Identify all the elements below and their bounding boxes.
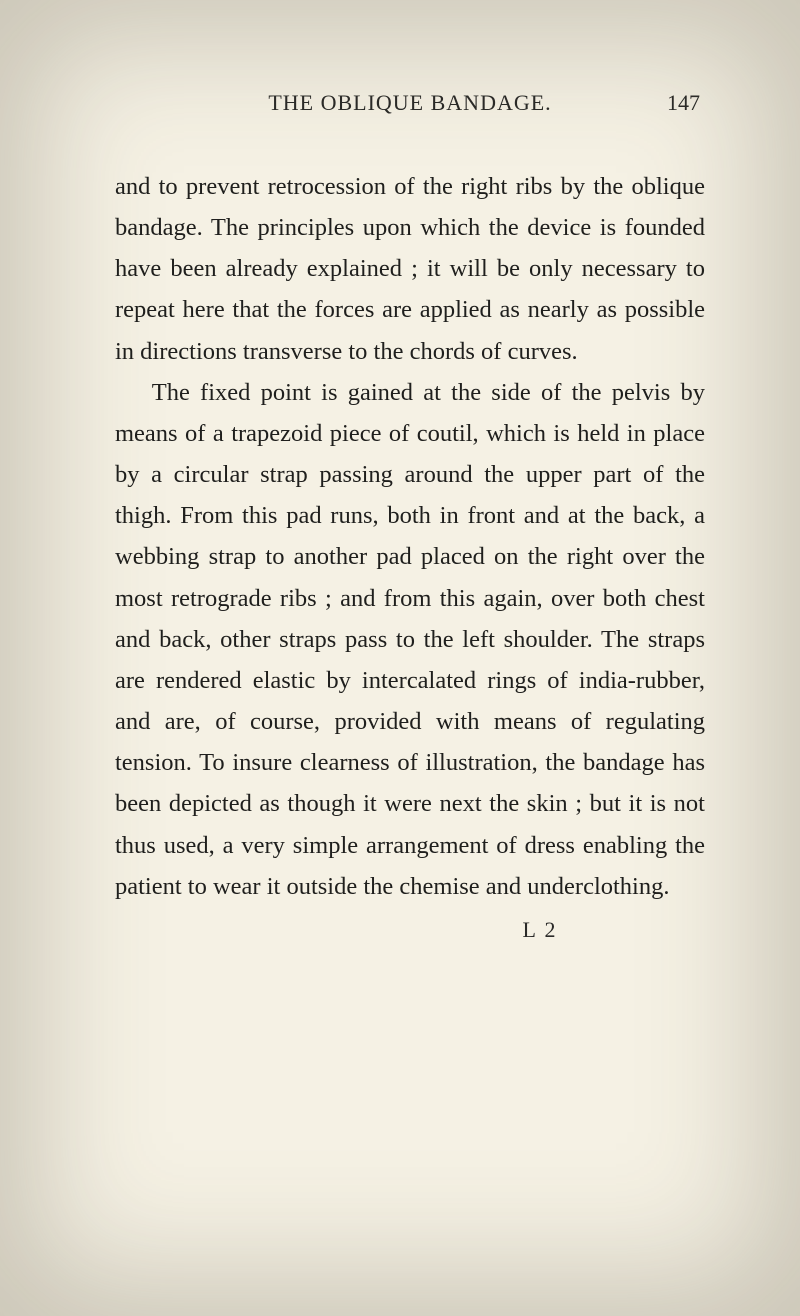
running-header: THE OBLIQUE BANDAGE. 147 [115,90,705,116]
body-text: and to prevent retrocession of the right… [115,166,705,907]
paragraph: and to prevent retrocession of the right… [115,166,705,372]
page-number: 147 [667,90,700,116]
running-title: THE OBLIQUE BANDAGE. [125,90,695,116]
paragraph: The fixed point is gained at the side of… [115,372,705,907]
signature-mark: L 2 [115,917,705,943]
page-container: THE OBLIQUE BANDAGE. 147 and to prevent … [0,0,800,1316]
